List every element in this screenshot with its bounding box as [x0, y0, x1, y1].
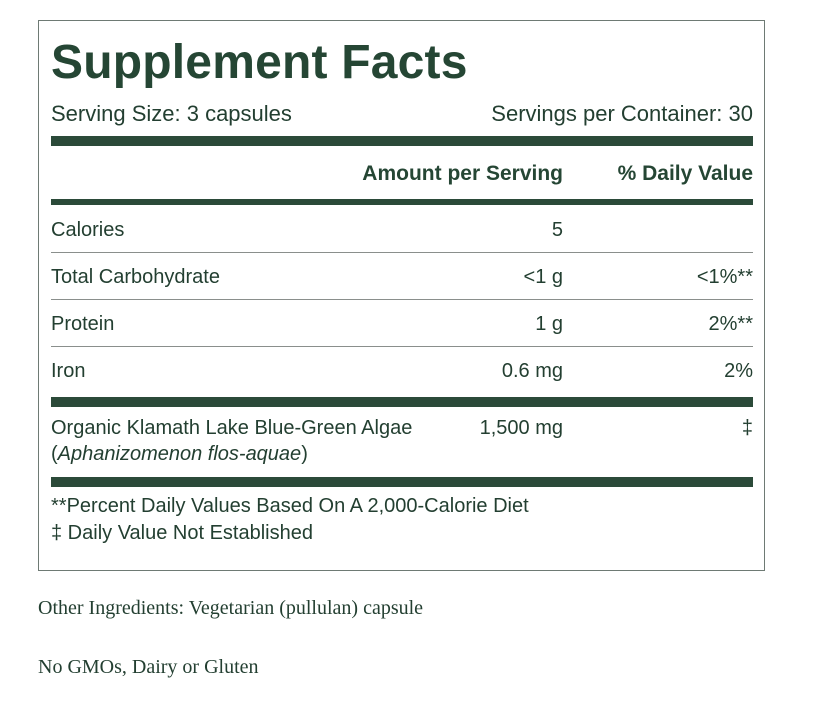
nutrient-amount: <1 g — [523, 266, 563, 288]
proprietary-ingredient-row: Organic Klamath Lake Blue-Green Algae (A… — [51, 407, 753, 477]
free-from-statement: No GMOs, Dairy or Gluten — [38, 656, 259, 678]
nutrient-dv: 2%** — [708, 313, 753, 335]
ingredient-name: Organic Klamath Lake Blue-Green Algae — [51, 417, 413, 439]
ingredient-amount: 1,500 mg — [479, 417, 563, 439]
scientific-name-italic: Aphanizomenon flos-aquae — [57, 443, 302, 465]
footnote-not-established: ‡ Daily Value Not Established — [51, 522, 313, 544]
other-ingredients: Other Ingredients: Vegetarian (pullulan)… — [38, 597, 424, 619]
serving-size: Serving Size: 3 capsules — [51, 101, 292, 126]
nutrient-row-calories: Calories 5 — [51, 207, 753, 253]
header-amount: Amount per Serving — [362, 162, 563, 185]
nutrient-name: Total Carbohydrate — [51, 266, 220, 288]
column-header-row: Amount per Serving % Daily Value — [51, 158, 753, 190]
divider-bar-thick — [51, 136, 753, 146]
nutrient-dv: <1%** — [696, 266, 753, 288]
footnote-daily-values: **Percent Daily Values Based On A 2,000-… — [51, 495, 529, 517]
footnotes: **Percent Daily Values Based On A 2,000-… — [51, 493, 529, 547]
nutrient-dv: 2% — [724, 360, 753, 382]
supplement-facts-panel: Supplement Facts Serving Size: 3 capsule… — [38, 20, 765, 571]
panel-title: Supplement Facts — [51, 36, 468, 89]
nutrient-amount: 1 g — [535, 313, 563, 335]
divider-bar-header — [51, 199, 753, 205]
nutrient-row-total-carbohydrate: Total Carbohydrate <1 g <1%** — [51, 254, 753, 300]
nutrient-name: Calories — [51, 219, 125, 241]
nutrient-name: Protein — [51, 313, 115, 335]
header-daily-value: % Daily Value — [617, 162, 753, 185]
ingredient-dv: ‡ — [741, 417, 753, 439]
divider-bar-nutrients — [51, 397, 753, 407]
ingredient-scientific-name: (Aphanizomenon flos-aquae) — [51, 443, 308, 465]
serving-info: Serving Size: 3 capsules Servings per Co… — [51, 99, 753, 129]
nutrient-name: Iron — [51, 360, 86, 382]
nutrient-amount: 5 — [551, 219, 563, 241]
ingredient-name-block: Organic Klamath Lake Blue-Green Algae (A… — [51, 415, 412, 467]
nutrient-amount: 0.6 mg — [501, 360, 563, 382]
nutrient-row-protein: Protein 1 g 2%** — [51, 301, 753, 347]
servings-per-container: Servings per Container: 30 — [491, 101, 753, 126]
nutrient-row-iron: Iron 0.6 mg 2% — [51, 348, 753, 394]
divider-bar-footnotes — [51, 477, 753, 487]
